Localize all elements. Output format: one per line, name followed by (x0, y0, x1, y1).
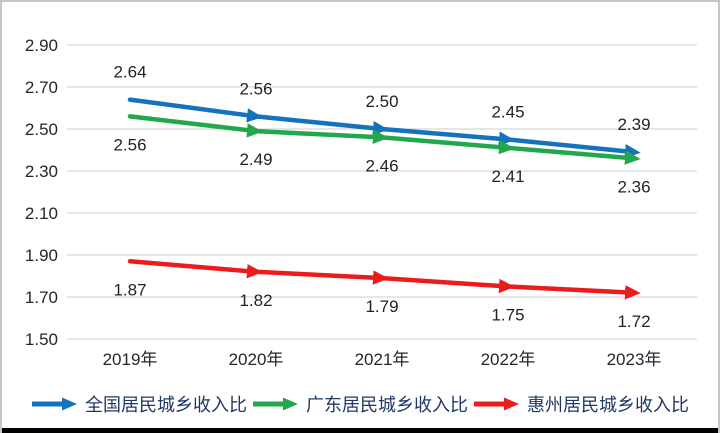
blue-arrow-icon (32, 397, 77, 411)
data-label: 2.49 (239, 150, 272, 169)
legend-label-guangdong: 广东居民城乡收入比 (306, 395, 468, 415)
y-axis-tick-label: 2.10 (25, 204, 58, 223)
y-axis-tick-label: 2.50 (25, 120, 58, 139)
legend-label-huizhou: 惠州居民城乡收入比 (527, 395, 689, 415)
x-axis-tick-label: 2021年 (355, 350, 410, 369)
data-label: 2.36 (617, 177, 650, 196)
data-label: 1.82 (239, 291, 272, 310)
data-label: 2.45 (491, 103, 524, 122)
line-chart: 2.90 2.70 2.50 2.30 2.10 1.90 1.70 1.50 2019年 202… (25, 36, 697, 369)
legend-label-national: 全国居民城乡收入比 (85, 395, 247, 415)
data-label: 1.72 (617, 312, 650, 331)
series-line-2 (127, 259, 641, 300)
data-label: 2.56 (239, 79, 272, 98)
x-axis-tick-label: 2019年 (103, 350, 158, 369)
data-label: 1.75 (491, 306, 524, 325)
data-label: 2.56 (113, 135, 146, 154)
y-axis-tick-label: 2.90 (25, 36, 58, 55)
y-axis-tick-label: 1.70 (25, 288, 58, 307)
x-axis-tick-label: 2023年 (607, 350, 662, 369)
y-axis-tick-label: 2.30 (25, 162, 58, 181)
series-line-1 (127, 114, 641, 165)
legend-item-guangdong: 广东居民城乡收入比 (252, 391, 468, 417)
data-label: 1.79 (365, 297, 398, 316)
bottom-black-bar (2, 428, 718, 433)
y-axis-tick-label: 1.90 (25, 246, 58, 265)
data-label: 2.41 (491, 167, 524, 186)
data-label: 2.50 (365, 92, 398, 111)
red-arrow-icon (474, 397, 519, 411)
x-axis-tick-label: 2022年 (481, 350, 536, 369)
green-arrow-icon (253, 397, 298, 411)
x-axis-tick-label: 2020年 (229, 350, 284, 369)
legend-item-huizhou: 惠州居民城乡收入比 (473, 391, 689, 417)
chart-legend: 全国居民城乡收入比 广东居民城乡收入比 惠州居民城乡收入比 (2, 386, 718, 422)
data-label: 2.46 (365, 156, 398, 175)
legend-item-national: 全国居民城乡收入比 (31, 391, 247, 417)
data-label: 2.39 (617, 115, 650, 134)
y-axis-tick-label: 1.50 (25, 330, 58, 349)
data-label: 1.87 (113, 280, 146, 299)
y-axis-tick-label: 2.70 (25, 78, 58, 97)
data-label: 2.64 (113, 63, 146, 82)
